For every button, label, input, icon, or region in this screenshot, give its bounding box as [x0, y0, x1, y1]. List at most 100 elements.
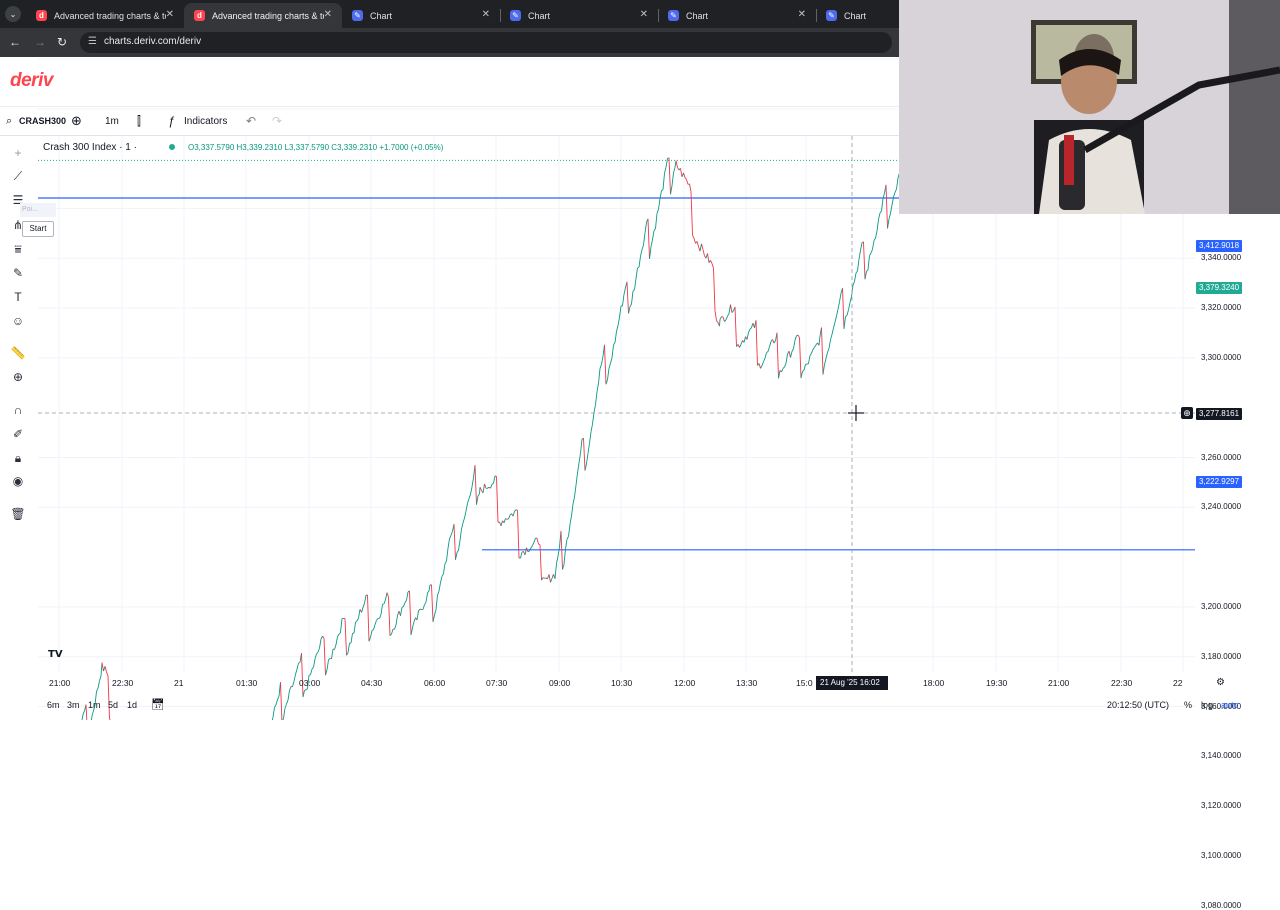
price-segment [557, 556, 559, 563]
percent-toggle[interactable]: % [1184, 700, 1192, 710]
close-icon[interactable]: ✕ [324, 9, 332, 20]
price-segment [506, 519, 508, 520]
price-segment [888, 219, 890, 228]
compare-add-icon[interactable]: ⊕ [71, 113, 82, 129]
range-1d[interactable]: 1d [127, 700, 137, 710]
price-label-line-top[interactable]: 3,412.9018 [1196, 240, 1242, 252]
price-segment [332, 649, 334, 659]
price-segment [632, 291, 634, 304]
browser-tab-3[interactable]: ✎ Chart ✕ [342, 3, 500, 28]
indicators-icon[interactable]: ƒ [168, 114, 175, 128]
eye-icon[interactable]: ◉ [9, 473, 27, 489]
crosshair-tool-icon[interactable]: + [9, 145, 27, 161]
price-segment [448, 539, 450, 549]
price-segment [457, 550, 459, 553]
price-segment [752, 323, 754, 327]
price-segment [504, 519, 506, 523]
price-segment [788, 351, 790, 354]
price-segment [789, 351, 791, 357]
add-alert-icon[interactable]: ⊕ [1181, 407, 1193, 419]
magnet-icon[interactable]: ∩ [9, 402, 27, 418]
close-icon[interactable]: ✕ [798, 9, 806, 20]
price-segment [726, 316, 728, 319]
price-segment [453, 524, 455, 531]
redo-icon[interactable]: ↷ [272, 114, 282, 128]
back-arrow-icon[interactable]: ← [9, 35, 21, 49]
auto-toggle[interactable]: auto [1221, 700, 1239, 710]
range-5d[interactable]: 5d [108, 700, 118, 710]
browser-tab-1[interactable]: d Advanced trading charts & tools ✕ [26, 3, 184, 28]
price-segment [359, 609, 361, 618]
range-1m[interactable]: 1m [88, 700, 101, 710]
interval-button[interactable]: 1m [105, 116, 119, 127]
price-segment [717, 321, 719, 323]
price-segment [723, 317, 725, 322]
symbol-search[interactable]: CRASH300 [19, 116, 66, 126]
trash-icon[interactable]: 🗑︎ [9, 506, 27, 522]
price-segment [750, 328, 752, 330]
price-segment [420, 609, 422, 610]
log-toggle[interactable]: log [1201, 700, 1213, 710]
price-segment [832, 328, 834, 334]
date-range-icon[interactable]: 📅︎ [151, 698, 165, 711]
range-6m[interactable]: 6m [47, 700, 60, 710]
price-segment [485, 484, 487, 488]
price-segment [365, 595, 367, 603]
price-segment [768, 347, 770, 352]
price-tick-label: 3,120.0000 [1201, 801, 1241, 810]
price-segment [882, 199, 884, 211]
price-segment [627, 282, 629, 314]
axis-settings-icon[interactable]: ⚙ [1216, 677, 1225, 688]
utc-clock[interactable]: 20:12:50 (UTC) [1107, 700, 1169, 710]
price-label-line-bottom[interactable]: 3,222.9297 [1196, 476, 1242, 488]
price-segment [575, 485, 577, 497]
indicators-button[interactable]: Indicators [184, 116, 227, 127]
price-segment [874, 238, 876, 240]
deriv-logo[interactable]: deriv [10, 70, 53, 92]
text-tool-icon[interactable]: T [9, 289, 27, 305]
price-segment [395, 625, 397, 629]
brush-icon[interactable]: ✎ [9, 265, 27, 281]
ruler-icon[interactable]: 📏 [9, 345, 27, 361]
tab-title: Chart [686, 11, 798, 21]
emoji-icon[interactable]: ☺ [9, 313, 27, 329]
url-bar[interactable] [80, 32, 892, 53]
close-icon[interactable]: ✕ [482, 9, 490, 20]
price-segment [813, 347, 815, 349]
reload-icon[interactable]: ↻ [57, 35, 67, 49]
price-segment [597, 383, 599, 392]
site-info-icon[interactable]: ☰ [88, 36, 97, 47]
zoom-in-icon[interactable]: ⊕ [9, 369, 27, 385]
close-icon[interactable]: ✕ [166, 9, 174, 20]
projection-tool-icon[interactable]: ⩸ [9, 241, 27, 257]
undo-icon[interactable]: ↶ [246, 114, 256, 128]
price-segment [633, 290, 635, 291]
price-segment [387, 593, 389, 598]
lock-icon[interactable]: 🔒︎ [9, 450, 27, 466]
price-segment [416, 618, 418, 620]
time-tick-label: 19:30 [986, 678, 1007, 688]
deriv-icon: d [194, 10, 205, 21]
range-3m[interactable]: 3m [67, 700, 80, 710]
tradingview-logo[interactable]: 𝗧𝗩 [48, 649, 63, 660]
price-segment [794, 340, 796, 348]
close-icon[interactable]: ✕ [640, 9, 648, 20]
price-segment [843, 288, 845, 329]
price-segment [326, 670, 328, 676]
price-segment [602, 356, 604, 364]
forward-arrow-icon[interactable]: → [34, 35, 46, 49]
url-text[interactable]: charts.deriv.com/deriv [104, 36, 201, 47]
browser-tab-2[interactable]: d Advanced trading charts & tools ✕ [184, 3, 342, 28]
time-tick-label: 13:30 [736, 678, 757, 688]
search-icon[interactable]: ⌕ [6, 115, 12, 128]
tab-search-icon[interactable]: ⌄ [5, 6, 21, 22]
browser-tab-4[interactable]: ✎ Chart ✕ [500, 3, 658, 28]
deriv-icon: d [36, 10, 47, 21]
browser-tab-6[interactable]: ✎ Chart [816, 3, 900, 28]
browser-tab-5[interactable]: ✎ Chart ✕ [658, 3, 816, 28]
candles-icon[interactable]: ⫿ [137, 114, 141, 129]
draw-mode-icon[interactable]: ✐ [9, 426, 27, 442]
price-segment [474, 465, 476, 477]
trend-line-icon[interactable]: ⟋ [9, 168, 27, 184]
price-segment [815, 345, 817, 347]
